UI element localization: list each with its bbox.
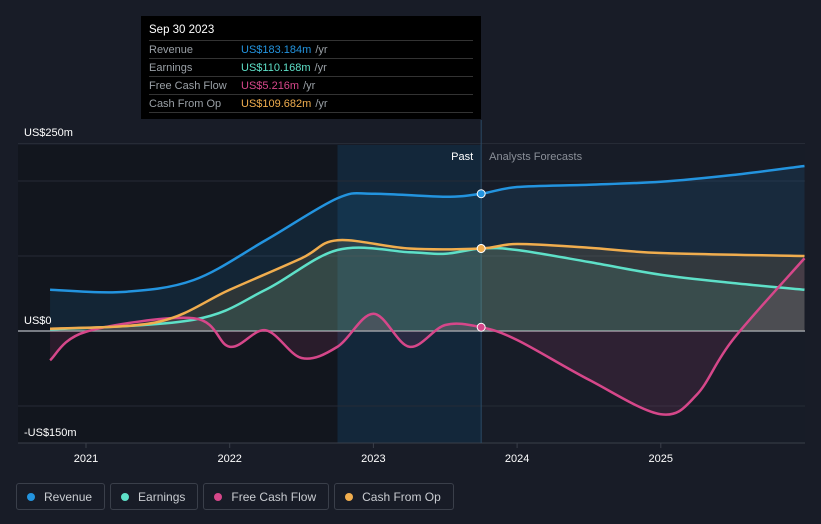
forecast-background <box>481 145 805 443</box>
free-cash-flow-line <box>49 257 806 416</box>
legend-label: Revenue <box>44 489 93 504</box>
earnings-line <box>49 246 805 331</box>
tooltip-unit: /yr <box>303 79 316 92</box>
legend-dot-icon <box>214 492 223 501</box>
tooltip-row: Free Cash Flow US$5.216m/yr <box>149 77 473 95</box>
x-tick-label: 2023 <box>361 453 385 465</box>
tooltip-label: Cash From Op <box>149 97 222 110</box>
earnings-area <box>50 247 805 331</box>
tooltip-label: Revenue <box>149 43 194 56</box>
y-tick-label: -US$150m <box>24 427 77 439</box>
past-label: Past <box>451 151 473 163</box>
y-tick-label: US$0 <box>24 315 52 327</box>
legend-label: Earnings <box>138 489 186 504</box>
free-cash-flow-marker <box>476 322 486 332</box>
tooltip-value: US$110.168m <box>241 61 311 74</box>
tooltip-row: Earnings US$110.168m/yr <box>149 59 473 77</box>
tooltip-value: US$183.184m <box>241 43 312 56</box>
revenue-line <box>50 164 805 294</box>
legend-label: Free Cash Flow <box>231 489 317 504</box>
tooltip-value: US$5.216m <box>241 79 300 92</box>
tooltip-row: Revenue US$183.184m/yr <box>149 41 473 59</box>
x-tick-label: 2021 <box>74 453 98 465</box>
tooltip-value: US$109.682m <box>241 97 312 110</box>
past-background <box>18 145 338 443</box>
x-tick-label: 2022 <box>217 453 241 465</box>
tooltip-unit: /yr <box>315 97 328 110</box>
legend-item-revenue[interactable]: Revenue <box>16 483 106 510</box>
tooltip-unit: /yr <box>314 61 327 74</box>
legend-label: Cash From Op <box>362 489 441 504</box>
cash-from-op-marker <box>476 244 486 253</box>
tooltip-label: Free Cash Flow <box>149 79 227 92</box>
cash-from-op-area <box>50 240 805 331</box>
legend-dot-icon <box>27 492 35 501</box>
x-tick-label: 2024 <box>505 453 529 465</box>
legend-dot-icon <box>345 492 354 501</box>
cash-from-op-line <box>49 238 805 330</box>
legend-dot-icon <box>121 492 130 501</box>
y-tick-label: US$250m <box>24 127 73 139</box>
forecast-label: Analysts Forecasts <box>489 151 582 163</box>
tooltip: Sep 30 2023 Revenue US$183.184m/yr Earning… <box>141 16 481 119</box>
tooltip-date: Sep 30 2023 <box>149 24 473 41</box>
x-tick-label: 2025 <box>649 453 673 465</box>
legend: Revenue Earnings Free Cash Flow Cash From O… <box>16 483 454 510</box>
legend-item-free-cash-flow[interactable]: Free Cash Flow <box>203 483 330 510</box>
tooltip-unit: /yr <box>315 43 328 56</box>
legend-item-earnings[interactable]: Earnings <box>110 483 199 510</box>
legend-item-cash-from-op[interactable]: Cash From Op <box>334 483 454 510</box>
revenue-marker <box>476 189 486 199</box>
tooltip-row: Cash From Op US$109.682m/yr <box>149 95 473 113</box>
tooltip-label: Earnings <box>149 61 193 74</box>
